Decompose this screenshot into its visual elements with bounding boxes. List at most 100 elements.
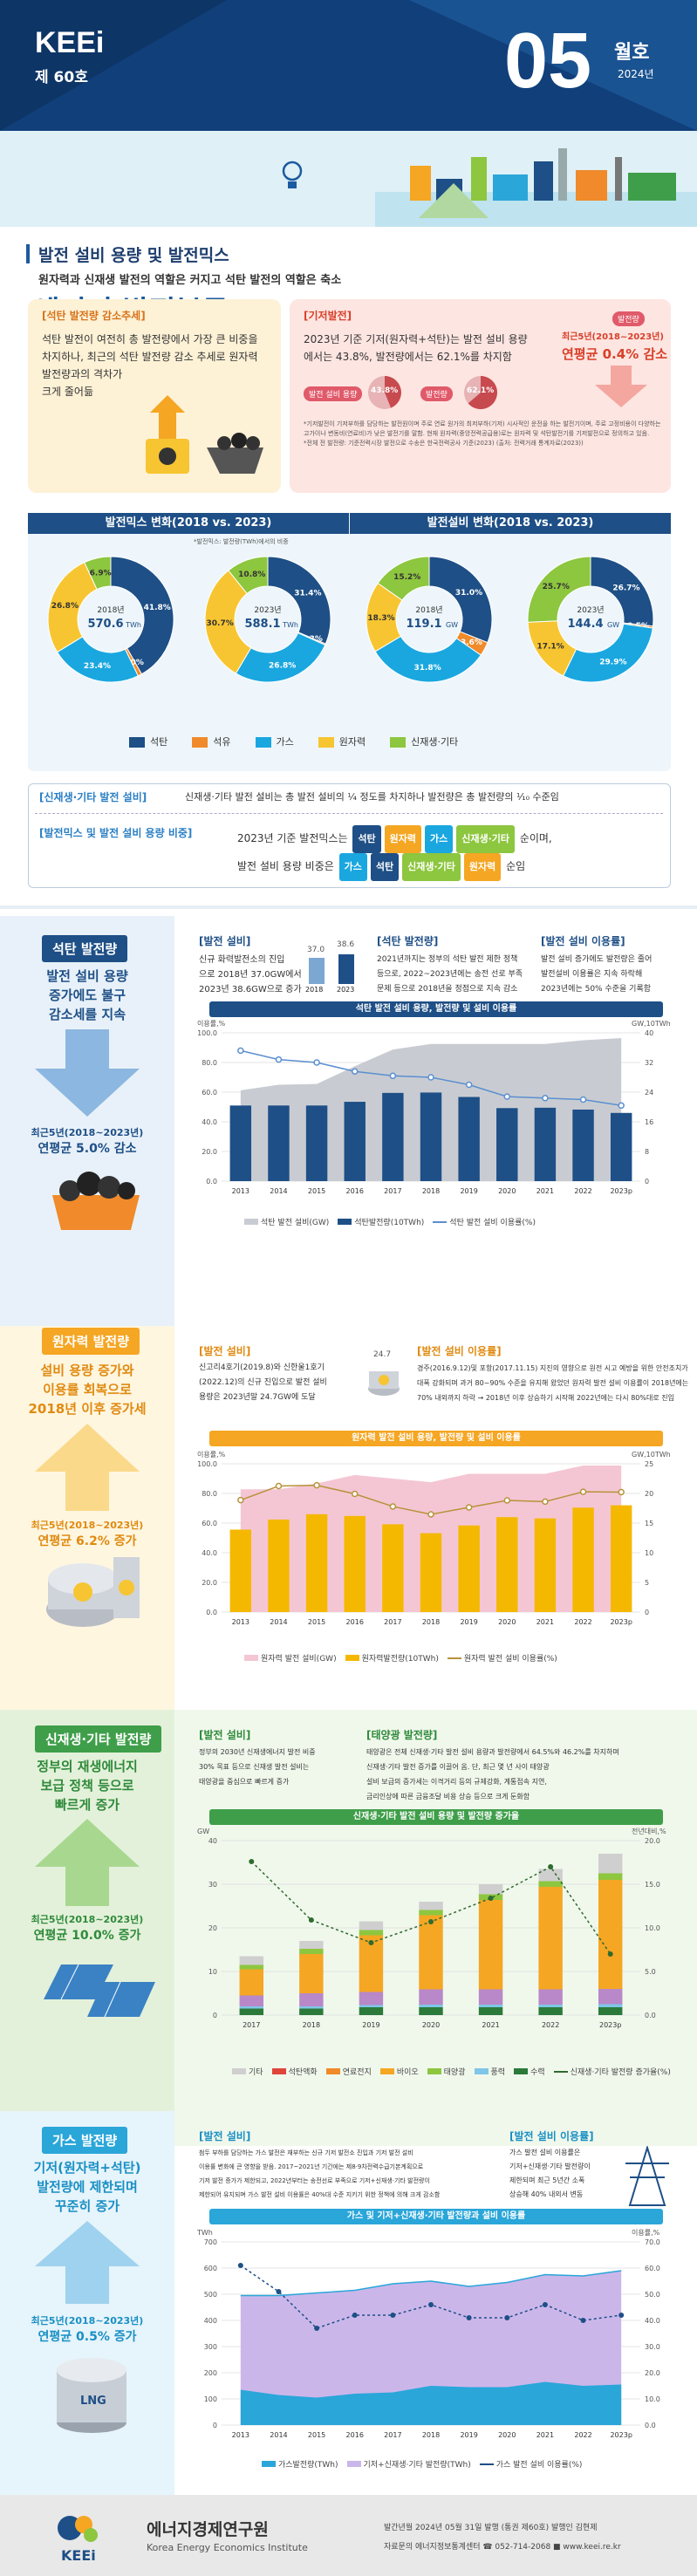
utilization-point [465, 1504, 473, 1511]
y2-tick-label: 16 [645, 1118, 653, 1126]
coal-desc: 감소세를 지속 [48, 1007, 126, 1022]
donut-slice-label: 26.8% [51, 602, 79, 611]
y2-tick-label: 5.0 [645, 1968, 656, 1976]
x-tick-label: 2020 [422, 2021, 440, 2029]
pill-coal: 석탄 [352, 825, 381, 853]
coal-b1-line: 2023년 38.6GW으로 증가 [199, 985, 302, 994]
stack-segment [538, 1989, 563, 2005]
coal-trend-line: 크게 줄어듦 [42, 386, 94, 398]
renew-chart-title: 신재생·기타 발전 설비 용량 및 발전량 증가율 [209, 1809, 663, 1825]
y-tick-label: 600 [204, 2265, 217, 2272]
x-tick-label: 2019 [460, 1618, 477, 1626]
x-tick-label: 2015 [308, 1618, 325, 1626]
donut-slice [228, 556, 269, 595]
section-marker [26, 244, 30, 263]
donut-slice [235, 632, 326, 683]
utilization-point [503, 1497, 511, 1504]
renew-b1-line: 태양광을 중심으로 빠르게 증가 [199, 1778, 290, 1786]
y2-tick-label: 15 [645, 1520, 653, 1527]
renew-b1-tag: [발전 설비] [199, 1729, 251, 1741]
renew-desc: 보급 정책 등으로 [40, 1778, 134, 1794]
generation-bar [458, 1525, 480, 1612]
footnote: *기저발전이 기저부하를 담당하는 발전원이며 주로 연료 원가의 최저부하(기… [304, 420, 661, 427]
y-tick-label: 200 [204, 2369, 217, 2377]
stack-segment [239, 2006, 263, 2009]
divider [0, 905, 697, 909]
stack-segment [598, 1989, 623, 2005]
lightbulb-icon [282, 161, 303, 188]
coal-b1-line: 으로 2018년 37.0GW에서 [199, 970, 302, 980]
generation-bar [496, 1517, 518, 1612]
donut-total: 588.1 [244, 618, 280, 631]
legend-label: 석탄 발전 설비 이용률(%) [449, 1219, 536, 1227]
nuclear-rate-period: 최근5년(2018~2023년) [31, 1520, 144, 1531]
pie2-chart [464, 376, 497, 409]
stack-segment [299, 2008, 324, 2015]
x-tick-label: 2021 [536, 2431, 554, 2439]
generation-bar [496, 1108, 518, 1181]
y2-tick-label: 20.0 [645, 2369, 660, 2377]
nuclear-b1-line: 신고리4호기(2019.8)와 신한울1호기 [199, 1363, 325, 1372]
mix-ratio-b: 순이며, [519, 832, 552, 844]
legend-label: 기타 [249, 2068, 263, 2077]
coal-b1-bar [309, 958, 325, 984]
generation-bar [534, 1107, 557, 1181]
coal-b2-line: 문제 등으로 2018년을 정점으로 지속 감소 [377, 985, 518, 994]
stack-segment [478, 2007, 503, 2015]
coal-b1-v2: 38.6 [337, 940, 355, 949]
x-tick-label: 2014 [270, 1618, 287, 1626]
y2-tick-label: 20.0 [645, 1837, 660, 1845]
gas-chart: 700 600 500 400 300 200 100 0 70.0 60.0 50.0 40.0 30… [196, 2228, 660, 2439]
stack-segment [359, 2005, 384, 2007]
nuclear-b2-line: 경주(2016.9.12)및 포항(2017.11.15) 지진의 영향으로 원… [417, 1364, 688, 1372]
renew-desc: 빠르게 증가 [54, 1797, 120, 1813]
donut-slice [377, 556, 430, 601]
x-tick-label: 2017 [243, 2021, 260, 2029]
y2-tick-label: 10.0 [645, 2395, 660, 2403]
coal-b1-minibar: 37.0 38.6 2018 2023 [304, 940, 366, 994]
legend-label: 석탄액화 [288, 2068, 318, 2077]
y-tick-label: 10 [208, 1968, 217, 1976]
renew-b2-line: 신재생·기타 발전 증가를 이끌어 옴. 단, 최근 몇 년 사이 태양광 [366, 1763, 550, 1771]
legend-label: 가스 [276, 736, 294, 748]
pill-nuclear: 원자력 [463, 853, 502, 881]
y-tick-label: 100.0 [197, 1029, 217, 1037]
generation-bar [420, 1092, 442, 1181]
nuclear-b2-tag: [발전 설비 이용률] [417, 1345, 502, 1357]
renew-rate-period: 최근5년(2018~2023년) [31, 1914, 144, 1925]
donut-slice-label: 10.8% [238, 571, 265, 579]
y2-tick-label: 20 [645, 1490, 653, 1498]
y-tick-label: 500 [204, 2291, 217, 2299]
y-tick-label: 20 [208, 1924, 217, 1932]
utilization-point [503, 1093, 511, 1100]
y2-tick-label: 5 [645, 1579, 649, 1587]
y2-tick-label: 8 [645, 1148, 649, 1156]
legend-swatch [514, 2068, 529, 2074]
stack-segment [598, 1854, 623, 1874]
stack-segment [359, 1930, 384, 1936]
rate-period: 최근5년(2018~2023년) [562, 332, 664, 342]
pie1-label: 발전 설비 용량 [304, 386, 363, 401]
y-axis-label: 이용률,% [197, 1450, 226, 1459]
x-tick-label: 2017 [384, 1187, 401, 1195]
gas-b2-line: 상승해 40% 내외서 변동 [509, 2190, 584, 2198]
donut-slice [84, 556, 112, 591]
legend-label: 원자력 [338, 736, 366, 748]
nuclear-b2-line: 70% 내외까지 하락 → 2018년 이후 상승하기 시작해 2022년에는 … [417, 1394, 674, 1402]
generation-bar [610, 1112, 632, 1181]
rate-value: 연평균 0.4% 감소 [562, 346, 668, 362]
y-tick-label: 100 [204, 2395, 217, 2403]
y-tick-label: 20.0 [202, 1148, 217, 1156]
gas-area [240, 2381, 622, 2425]
x-tick-label: 2019 [460, 1187, 477, 1195]
y2-axis-label: GW,10TWh [632, 1451, 671, 1459]
gas-b1-line: 제한되어 유지되며 가스 발전 설비 이용률은 40%대 수준 지키기 위한 정… [199, 2191, 441, 2198]
coal-legend: 석탄 발전 설비(GW) 석탄발전량(10TWh) 석탄 발전 설비 이용률(%) [236, 1216, 536, 1227]
donut-slice [428, 556, 493, 644]
renew-facility-tag: [신재생·기타 발전 설비] [39, 791, 147, 803]
utilization-point [351, 1068, 359, 1075]
pie2-label: 발전량 [420, 386, 453, 401]
footer-line2: 자료문의 에너지정보통계센터 ☎ 052-714-2068 ■ www.keei… [384, 2543, 621, 2552]
